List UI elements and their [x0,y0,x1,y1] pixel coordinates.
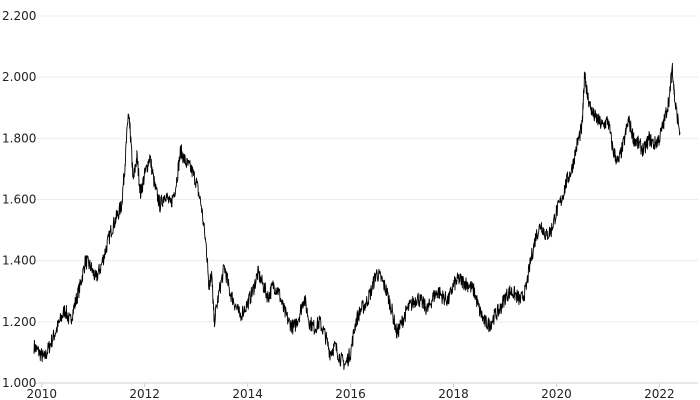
x-tick-label: 2020 [541,387,572,400]
y-tick-label: 2.000 [2,70,36,84]
y-tick-label: 1.200 [2,315,36,329]
y-tick-label: 1.000 [2,376,36,390]
x-tick-label: 2016 [335,387,366,400]
gridlines [34,15,698,323]
series-layer [33,62,681,370]
axes [34,382,698,387]
x-tick-label: 2018 [438,387,469,400]
series-line-0 [33,62,681,370]
x-axis-tick-labels: 2010 2012 2014 2016 2018 2020 2022 [26,387,674,400]
x-tick-label: 2022 [644,387,675,400]
x-tick-label: 2010 [26,387,57,400]
y-tick-label: 2.200 [2,9,36,23]
y-tick-label: 1.400 [2,254,36,268]
x-tick-label: 2014 [232,387,263,400]
y-axis-tick-labels: 1.000 1.200 1.400 1.600 1.800 2.000 2.200 [2,9,36,390]
x-tick-label: 2012 [129,387,160,400]
y-tick-label: 1.800 [2,131,36,145]
y-tick-label: 1.600 [2,193,36,207]
